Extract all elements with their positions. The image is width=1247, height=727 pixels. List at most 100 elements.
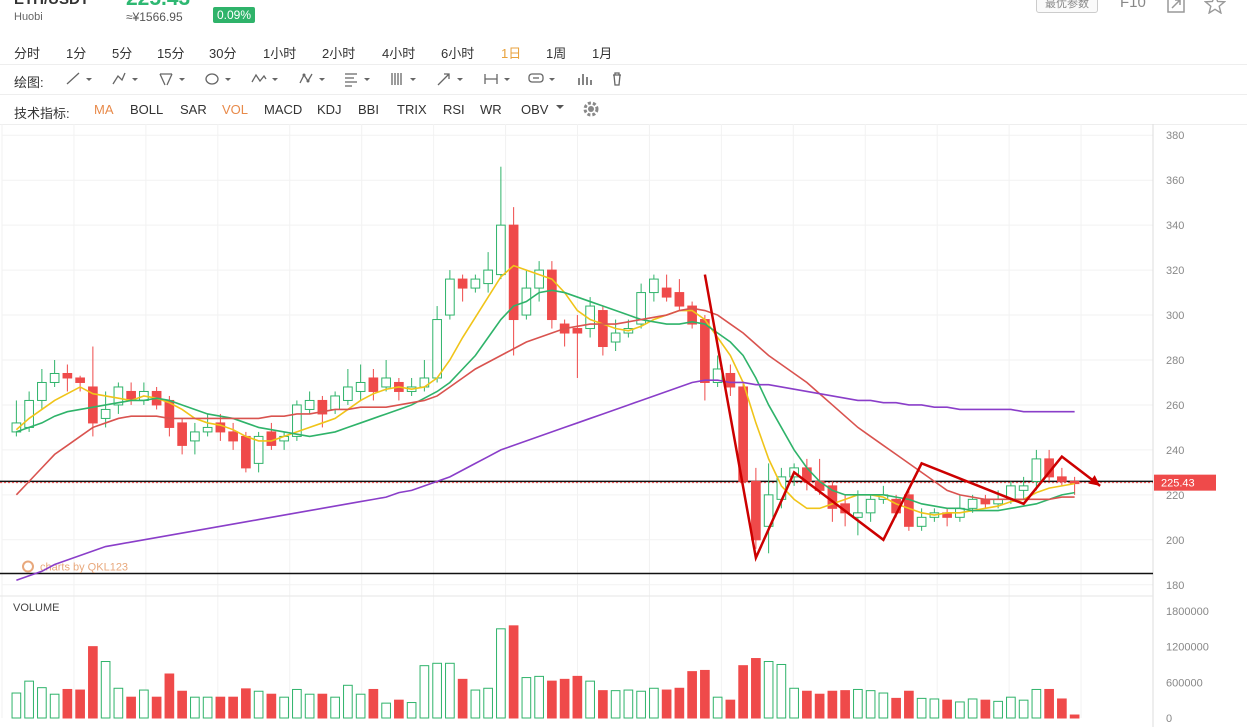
volume-label: VOLUME (13, 602, 59, 614)
indicator-bbi[interactable]: BBI (358, 102, 379, 117)
candle (1031, 458, 1042, 482)
candle (916, 516, 927, 527)
volume-bar (725, 699, 736, 719)
volume-bar (126, 696, 136, 719)
comment-tool-icon[interactable] (527, 70, 555, 88)
volume-bar (636, 690, 646, 719)
period-0[interactable]: 分时 (14, 46, 41, 61)
candle (534, 269, 544, 289)
candle (496, 224, 506, 276)
period-11[interactable]: 1月 (592, 46, 613, 61)
gann-tool-icon[interactable] (388, 70, 416, 88)
fullscreen-icon[interactable] (1166, 0, 1186, 14)
volume-bar (151, 696, 162, 719)
volume-bar (49, 693, 60, 719)
ellipse-tool-icon[interactable] (203, 70, 231, 88)
indicators-label: 技术指标: (14, 106, 70, 121)
trash-icon[interactable] (608, 70, 634, 88)
change-badge: 0.09% (213, 7, 256, 23)
price-tick: 320 (1166, 265, 1184, 277)
volume-bar (406, 702, 417, 719)
measure-tool-icon[interactable] (575, 70, 601, 88)
wave-tool-icon[interactable] (250, 70, 278, 88)
candle (368, 377, 379, 392)
period-3[interactable]: 15分 (157, 46, 185, 61)
pattern-tool-icon[interactable] (297, 70, 325, 88)
last-price-tag-text: 225.43 (1161, 478, 1195, 490)
candle (292, 404, 302, 437)
indicator-trix[interactable]: TRIX (397, 102, 427, 117)
indicator-wr[interactable]: WR (480, 102, 502, 117)
candle (700, 319, 710, 383)
volume-bar (1018, 699, 1029, 719)
volume-tick: 0 (1166, 713, 1172, 725)
volume-bar (827, 690, 838, 719)
indicator-macd[interactable]: MACD (264, 102, 303, 117)
line-tool-icon[interactable] (64, 70, 92, 88)
volume-bar (700, 669, 710, 719)
volume-bar (878, 692, 889, 719)
levels-tool-icon[interactable] (342, 70, 370, 88)
candle (508, 224, 519, 321)
settings-gear-icon[interactable] (582, 100, 600, 121)
indicator-kdj[interactable]: KDJ (317, 102, 342, 117)
channel-tool-icon[interactable] (157, 70, 185, 88)
period-2[interactable]: 5分 (112, 46, 133, 61)
volume-bar (993, 700, 1003, 719)
volume-bar (840, 690, 850, 719)
indicator-sar[interactable]: SAR (180, 102, 207, 117)
candle (649, 278, 659, 294)
candle (751, 480, 761, 541)
volume-bar (355, 693, 366, 719)
volume-bar (317, 693, 328, 719)
volume-bar (292, 688, 302, 719)
indicator-ma[interactable]: MA (94, 102, 114, 117)
period-1[interactable]: 1分 (66, 46, 87, 61)
volume-tick: 1800000 (1166, 606, 1209, 618)
period-4[interactable]: 30分 (209, 46, 237, 61)
volume-bar (139, 689, 149, 719)
volume-bar (661, 689, 672, 719)
period-7[interactable]: 4小时 (382, 46, 416, 61)
price-tick: 260 (1166, 400, 1184, 412)
price-tick: 200 (1166, 535, 1184, 547)
volume-bar (598, 690, 608, 719)
optimal-params-button[interactable]: 最优参数 (1036, 0, 1098, 13)
period-8[interactable]: 6小时 (441, 46, 475, 61)
volume-bar (674, 687, 685, 719)
volume-bar (789, 687, 799, 719)
period-6[interactable]: 2小时 (322, 46, 356, 61)
volume-bar (763, 661, 774, 719)
star-icon[interactable] (1203, 0, 1227, 15)
range-tool-icon[interactable] (482, 70, 510, 88)
volume-bar (100, 661, 111, 719)
fib-tool-icon[interactable] (110, 70, 138, 88)
obv-dropdown-icon[interactable] (555, 100, 565, 117)
period-10[interactable]: 1周 (546, 46, 567, 61)
watermark-logo (22, 560, 34, 573)
kline-chart[interactable]: 180 200 220 240 260 280 300 320 340 360 380 0 600000… (0, 124, 1247, 727)
period-5[interactable]: 1小时 (263, 46, 297, 61)
f10-button[interactable]: F10 (1120, 0, 1146, 11)
volume-bar (394, 699, 404, 719)
candle (967, 498, 978, 509)
indicator-vol[interactable]: VOL (222, 102, 249, 117)
volume-bar (559, 678, 570, 719)
volume-bar (916, 697, 927, 719)
indicator-rsi[interactable]: RSI (443, 102, 465, 117)
indicator-obv[interactable]: OBV (521, 102, 549, 117)
volume-bar (955, 701, 965, 719)
ticker-header: ETH/USDT Huobi 225.43 ≈¥1566.95 0.09% 最优… (0, 0, 1247, 34)
candle (445, 278, 455, 316)
volume-bar (279, 696, 289, 719)
arrow-tool-icon[interactable] (435, 70, 463, 88)
indicator-boll[interactable]: BOLL (130, 102, 164, 117)
period-9[interactable]: 1日 (501, 46, 522, 61)
candle (865, 498, 876, 514)
candle (88, 386, 98, 424)
candle (381, 377, 391, 388)
volume-bar (738, 665, 748, 719)
candle (661, 287, 672, 298)
volume-bar (483, 687, 493, 719)
volume-bar (343, 684, 353, 719)
